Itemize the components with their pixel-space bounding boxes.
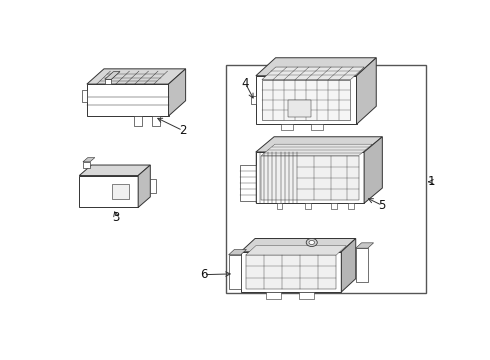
Polygon shape <box>256 58 376 76</box>
Polygon shape <box>105 72 120 79</box>
Bar <box>256 152 364 203</box>
Bar <box>152 116 160 126</box>
Polygon shape <box>83 158 95 162</box>
Bar <box>87 84 169 116</box>
Text: 1: 1 <box>428 175 435 188</box>
Bar <box>311 124 323 130</box>
Bar <box>251 96 256 104</box>
Polygon shape <box>79 165 150 176</box>
Bar <box>277 203 282 210</box>
Circle shape <box>306 238 317 247</box>
Text: 4: 4 <box>242 77 249 90</box>
Bar <box>331 203 337 210</box>
Bar <box>83 162 90 168</box>
Bar <box>305 203 311 210</box>
Polygon shape <box>87 69 186 84</box>
Bar <box>105 79 111 84</box>
Text: 2: 2 <box>179 124 187 137</box>
Text: 6: 6 <box>200 268 207 281</box>
Circle shape <box>309 240 315 244</box>
Bar <box>112 184 129 199</box>
Bar <box>289 100 311 117</box>
Bar <box>256 76 357 124</box>
Polygon shape <box>342 238 356 292</box>
Polygon shape <box>261 144 372 156</box>
Bar <box>240 165 256 201</box>
Text: 5: 5 <box>378 199 386 212</box>
Polygon shape <box>229 249 246 255</box>
Bar <box>150 179 156 193</box>
Bar <box>226 66 426 293</box>
Bar <box>241 252 342 292</box>
Bar <box>281 124 293 130</box>
Bar <box>134 116 143 126</box>
Bar <box>299 292 314 299</box>
Polygon shape <box>357 58 376 124</box>
Polygon shape <box>241 238 356 252</box>
Bar <box>348 203 354 210</box>
Bar <box>229 255 241 289</box>
Polygon shape <box>364 137 382 203</box>
Text: 3: 3 <box>113 211 120 224</box>
Bar <box>262 80 350 120</box>
Bar <box>266 292 281 299</box>
Polygon shape <box>356 243 373 248</box>
Bar <box>245 255 336 289</box>
Bar <box>82 90 87 102</box>
Polygon shape <box>262 67 364 80</box>
Polygon shape <box>245 246 346 255</box>
Polygon shape <box>138 165 150 207</box>
Bar <box>79 176 138 207</box>
Bar <box>261 156 359 200</box>
Polygon shape <box>256 137 382 152</box>
Polygon shape <box>169 69 186 116</box>
Bar <box>356 248 368 282</box>
